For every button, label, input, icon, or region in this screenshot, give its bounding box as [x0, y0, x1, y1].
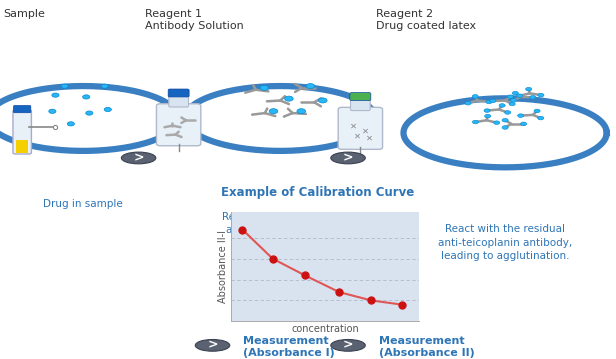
Text: Reagent 2
Drug coated latex: Reagent 2 Drug coated latex [376, 9, 476, 31]
Circle shape [513, 91, 519, 95]
Circle shape [538, 93, 544, 97]
Text: Sample: Sample [3, 9, 45, 19]
Text: Measurement
(Absorbance II): Measurement (Absorbance II) [379, 336, 474, 358]
Circle shape [490, 99, 496, 103]
FancyBboxPatch shape [350, 93, 371, 101]
Ellipse shape [121, 152, 156, 164]
Text: Example of Calibration Curve: Example of Calibration Curve [221, 186, 414, 199]
Point [397, 302, 407, 308]
Circle shape [101, 84, 108, 88]
Circle shape [318, 98, 327, 103]
Text: ✕: ✕ [354, 132, 361, 141]
FancyBboxPatch shape [156, 104, 201, 146]
FancyBboxPatch shape [338, 107, 383, 149]
Circle shape [502, 118, 508, 122]
Circle shape [472, 95, 479, 98]
Y-axis label: Absorbance II-I: Absorbance II-I [218, 230, 228, 303]
FancyBboxPatch shape [169, 94, 188, 107]
Text: ✕: ✕ [349, 121, 357, 130]
Point [334, 289, 344, 295]
Polygon shape [403, 98, 607, 167]
Circle shape [52, 93, 59, 97]
Circle shape [485, 114, 491, 118]
Text: >: > [207, 339, 218, 352]
Circle shape [507, 95, 513, 98]
Circle shape [499, 104, 505, 107]
Circle shape [502, 126, 508, 129]
Polygon shape [0, 86, 179, 151]
Point [268, 256, 278, 262]
Text: Reacted with all of the
available teicoplanin
in the specimen: Reacted with all of the available teicop… [222, 212, 339, 248]
Ellipse shape [331, 340, 365, 351]
Circle shape [269, 109, 278, 114]
Polygon shape [185, 86, 376, 151]
Ellipse shape [195, 340, 230, 351]
Text: ✕: ✕ [362, 126, 369, 136]
Circle shape [521, 122, 527, 126]
Text: ✕: ✕ [366, 134, 373, 143]
Point [237, 227, 247, 232]
Circle shape [297, 109, 306, 114]
Circle shape [472, 120, 479, 124]
Circle shape [306, 84, 315, 89]
Point [367, 298, 376, 303]
Circle shape [285, 96, 293, 101]
Circle shape [511, 99, 517, 102]
Circle shape [67, 122, 75, 126]
FancyBboxPatch shape [168, 89, 189, 97]
Text: >: > [342, 339, 354, 352]
X-axis label: concentration: concentration [291, 324, 359, 334]
Circle shape [104, 107, 111, 112]
Circle shape [486, 100, 492, 104]
Circle shape [530, 95, 536, 99]
Circle shape [505, 111, 511, 114]
Point [300, 272, 310, 278]
Circle shape [517, 94, 523, 98]
Circle shape [86, 111, 93, 115]
Circle shape [538, 116, 544, 120]
Text: >: > [133, 151, 144, 164]
Circle shape [260, 85, 269, 90]
Circle shape [534, 109, 540, 113]
Circle shape [49, 109, 56, 113]
Text: Reagent 1
Antibody Solution: Reagent 1 Antibody Solution [145, 9, 243, 31]
Text: >: > [342, 151, 354, 164]
Text: React with the residual
anti-teicoplanin antibody,
leading to agglutination.: React with the residual anti-teicoplanin… [438, 224, 572, 261]
Bar [16, 140, 28, 153]
Circle shape [83, 95, 90, 99]
Circle shape [465, 101, 471, 105]
Text: Measurement
(Absorbance I): Measurement (Absorbance I) [243, 336, 335, 358]
Circle shape [61, 84, 68, 88]
Text: Drug in sample: Drug in sample [43, 199, 123, 209]
Circle shape [525, 87, 532, 91]
Circle shape [493, 121, 500, 125]
Circle shape [484, 109, 490, 112]
FancyBboxPatch shape [351, 98, 370, 111]
Ellipse shape [331, 152, 365, 164]
Circle shape [509, 102, 515, 106]
FancyBboxPatch shape [14, 106, 31, 113]
FancyBboxPatch shape [13, 110, 31, 154]
Circle shape [517, 114, 524, 117]
